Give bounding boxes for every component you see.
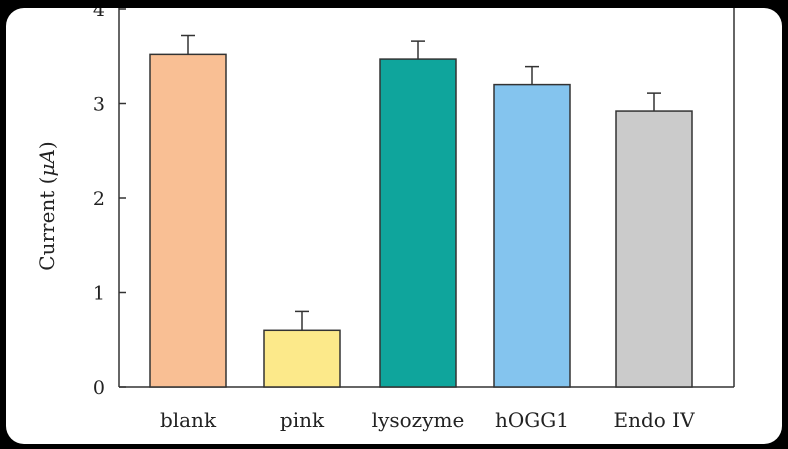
bar	[493, 83, 571, 388]
bar	[379, 58, 457, 388]
bar	[615, 110, 693, 388]
bar	[263, 329, 341, 388]
x-tick-label: pink	[280, 408, 325, 432]
y-axis-label: Current (μA)	[35, 141, 59, 270]
bar-chart: Current (μA) 0 1 2 3 4 blank pink lysozyme hOGG…	[35, 8, 735, 432]
y-tick-label: 2	[93, 188, 105, 210]
chart-card: Current (μA) 0 1 2 3 4 blank pink lysozyme hOGG…	[6, 8, 782, 444]
y-ticks-group: 0 1 2 3 4	[93, 8, 126, 399]
y-tick-label: 1	[93, 283, 105, 305]
x-tick-label: blank	[160, 408, 217, 432]
x-tick-label: lysozyme	[372, 408, 465, 432]
y-tick-label: 3	[93, 94, 105, 116]
y-tick-label: 0	[93, 377, 105, 399]
bars-group	[149, 53, 693, 388]
x-labels-group: blank pink lysozyme hOGG1 Endo IV	[160, 408, 695, 432]
y-tick-label: 4	[93, 8, 105, 21]
error-bars-group	[181, 34, 661, 331]
x-tick-label: hOGG1	[495, 408, 569, 432]
bar	[149, 53, 227, 388]
x-tick-label: Endo IV	[613, 408, 695, 432]
